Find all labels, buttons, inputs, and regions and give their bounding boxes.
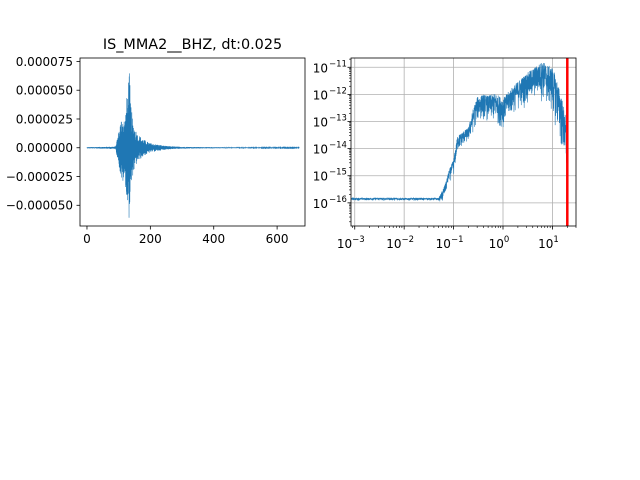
- spectrum-x-tick-label: 10−2: [386, 235, 414, 251]
- spectrum-y-tick-exponent: −16: [329, 195, 347, 205]
- waveform-series-line: [86, 73, 300, 218]
- waveform-x-tick-label: 600: [266, 232, 289, 246]
- spectrum-y-tick-exponent: −11: [329, 59, 347, 69]
- spectrum-y-tick-exponent: −15: [329, 168, 347, 178]
- waveform-y-tick-label: −0.000050: [6, 199, 73, 213]
- waveform-y-tick-label: 0.000075: [16, 55, 73, 69]
- waveform-y-tick-label: −0.000025: [6, 170, 73, 184]
- waveform-x-tick-label: 400: [202, 232, 225, 246]
- waveform-y-tick-label: 0.000050: [16, 84, 73, 98]
- spectrum-x-tick-label: 10−3: [337, 235, 365, 251]
- spectrum-y-tick-label: 10: [313, 197, 328, 211]
- waveform-axes-frame: [79, 57, 306, 227]
- waveform-title: IS_MMA2__BHZ, dt:0.025: [103, 37, 282, 53]
- waveform-axes: IS_MMA2__BHZ, dt:0.025 0 200 400 600 0.00007…: [6, 37, 306, 246]
- waveform-plot-area: [86, 73, 300, 218]
- waveform-x-tick-label: 200: [139, 232, 162, 246]
- spectrum-x-tick-label: 100: [489, 235, 510, 251]
- waveform-y-tick-label: 0.000025: [16, 112, 73, 126]
- spectrum-ticks: 10−3 10−2 10−1 100 10110−1610−1510−1410−1310…: [313, 58, 577, 251]
- spectrum-x-tick-label: 101: [538, 235, 559, 251]
- spectrum-x-tick-label: 10−1: [436, 235, 464, 251]
- waveform-y-tick-label: 0.000000: [16, 141, 73, 155]
- spectrum-plot-area: [350, 58, 569, 226]
- spectrum-axes-frame: [350, 57, 577, 227]
- spectrum-y-tick-label: 10: [313, 116, 328, 130]
- spectrum-y-tick-label: 10: [313, 143, 328, 157]
- spectrum-y-tick-label: 10: [313, 61, 328, 75]
- waveform-x-tick-label: 0: [83, 232, 91, 246]
- spectrum-y-tick-exponent: −13: [329, 114, 347, 124]
- waveform-ticks: 0 200 400 600 0.000075 0.000050 0.000025 0.0000…: [6, 55, 289, 246]
- spectrum-axes: 10−3 10−2 10−1 100 10110−1610−1510−1410−1310…: [313, 57, 577, 251]
- spectrum-series-line: [350, 62, 568, 202]
- spectrum-y-tick-label: 10: [313, 88, 328, 102]
- spectrum-y-tick-exponent: −12: [329, 86, 347, 96]
- spectrum-y-tick-exponent: −14: [329, 141, 347, 151]
- spectrum-y-tick-label: 10: [313, 170, 328, 184]
